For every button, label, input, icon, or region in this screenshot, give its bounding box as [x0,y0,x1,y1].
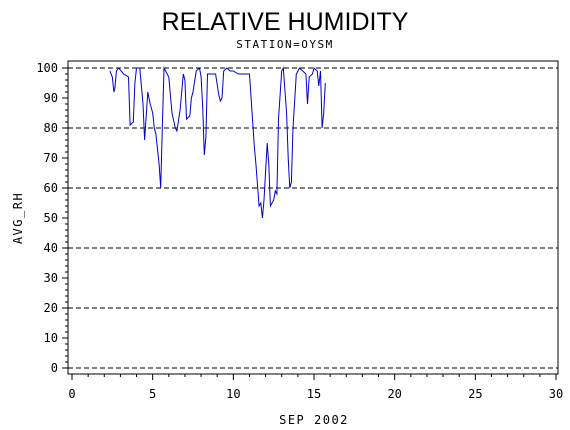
x-tick-label: 20 [387,387,401,401]
chart-title: RELATIVE HUMIDITY [162,8,409,36]
reference-lines [68,67,558,369]
y-tick-label: 10 [44,331,58,345]
y-tick-label: 90 [44,91,58,105]
y-tick-label: 80 [44,121,58,135]
y-tick-label: 50 [44,211,58,225]
plot-frame [67,60,559,375]
chart-subtitle: STATION=OYSM [236,38,333,51]
y-tick-label: 70 [44,151,58,165]
y-tick-label: 40 [44,241,58,255]
y-tick-label: 20 [44,301,58,315]
y-axis-label: AVG_RH [11,192,25,244]
x-tick-label: 30 [549,387,563,401]
series-line-avg-rh [109,66,326,219]
y-tick-label: 30 [44,271,58,285]
x-tick-label: 10 [226,387,240,401]
y-tick-label: 0 [51,361,58,375]
x-tick-label: 5 [149,387,156,401]
y-tick-label: 60 [44,181,58,195]
x-tick-label: 25 [468,387,482,401]
x-axis-label: SEP 2002 [279,413,349,427]
x-tick-label: 15 [307,387,321,401]
y-axis: 0 10 20 30 40 50 60 70 80 90 100 [36,61,68,375]
x-tick-label: 0 [68,387,75,401]
x-axis: 0 5 10 15 20 25 30 [68,374,563,401]
y-tick-label: 100 [36,61,58,75]
